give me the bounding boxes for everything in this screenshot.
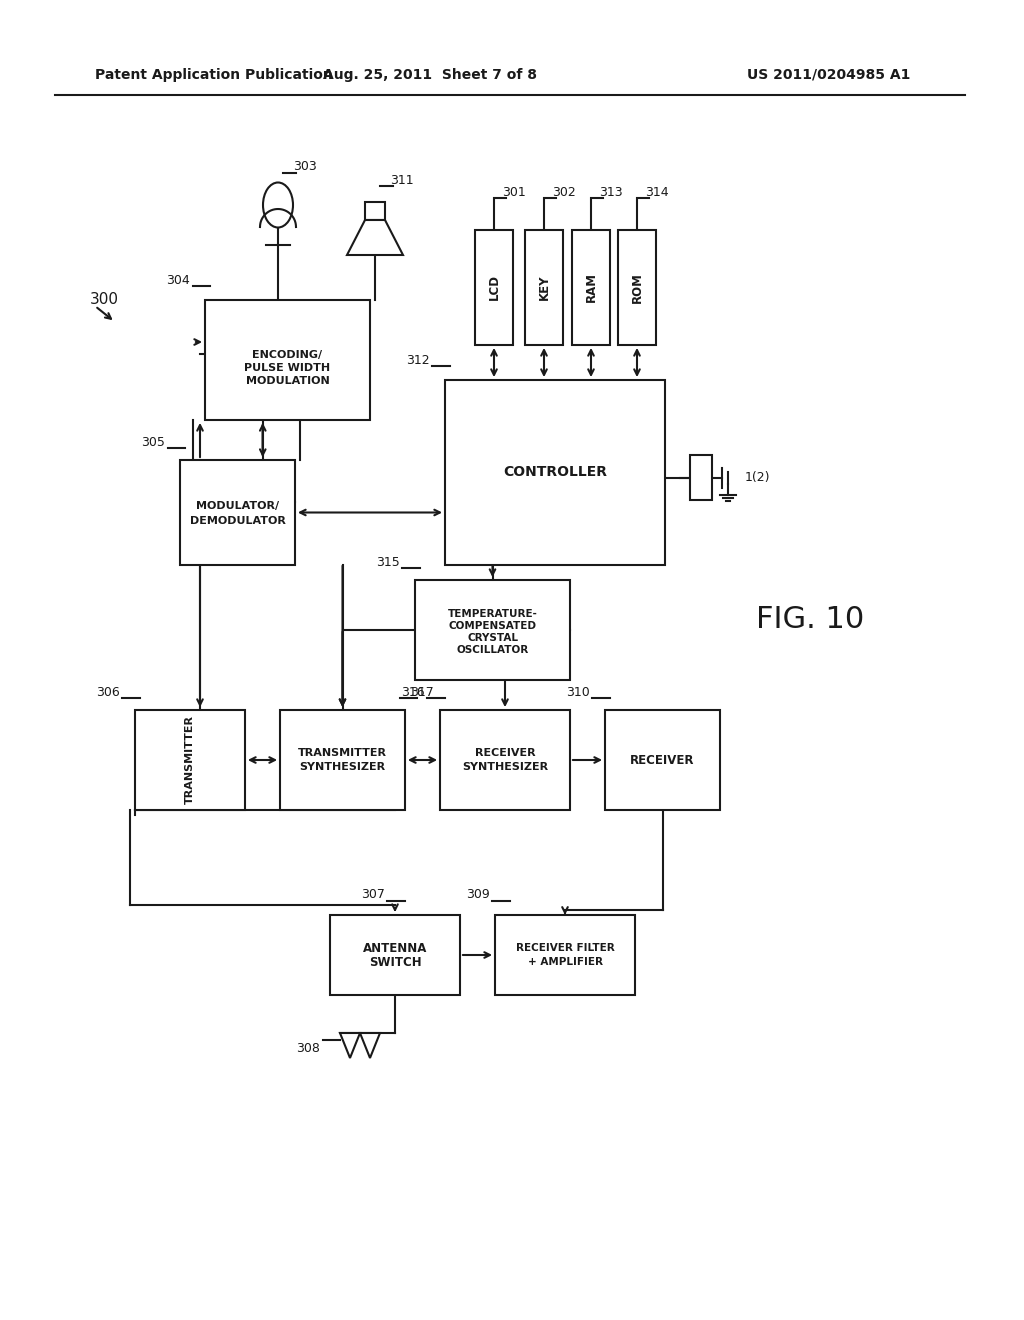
Text: SYNTHESIZER: SYNTHESIZER bbox=[462, 762, 548, 772]
Text: COMPENSATED: COMPENSATED bbox=[449, 620, 537, 631]
Text: ROM: ROM bbox=[631, 272, 643, 302]
Text: SWITCH: SWITCH bbox=[369, 956, 421, 969]
Text: 312: 312 bbox=[407, 354, 430, 367]
Text: ENCODING/: ENCODING/ bbox=[253, 350, 323, 360]
Bar bbox=[135, 710, 245, 810]
Text: PULSE WIDTH: PULSE WIDTH bbox=[245, 363, 331, 374]
Text: 313: 313 bbox=[599, 186, 623, 198]
Text: 311: 311 bbox=[390, 173, 414, 186]
Text: RECEIVER FILTER: RECEIVER FILTER bbox=[516, 942, 614, 953]
Polygon shape bbox=[360, 1034, 380, 1059]
Text: US 2011/0204985 A1: US 2011/0204985 A1 bbox=[746, 69, 910, 82]
Text: 300: 300 bbox=[90, 293, 119, 308]
Bar bbox=[572, 230, 610, 345]
Text: 309: 309 bbox=[466, 888, 490, 902]
Text: 1(2): 1(2) bbox=[745, 471, 770, 484]
Bar bbox=[330, 915, 460, 995]
Bar bbox=[205, 300, 370, 420]
Text: 305: 305 bbox=[141, 436, 165, 449]
Text: LCD: LCD bbox=[487, 275, 501, 301]
Bar bbox=[365, 202, 385, 220]
Text: DEMODULATOR: DEMODULATOR bbox=[189, 516, 286, 525]
Bar bbox=[445, 380, 665, 565]
Text: ANTENNA: ANTENNA bbox=[362, 941, 427, 954]
Text: TEMPERATURE-: TEMPERATURE- bbox=[447, 609, 538, 619]
Bar bbox=[495, 915, 635, 995]
Text: 317: 317 bbox=[410, 685, 434, 698]
Text: + AMPLIFIER: + AMPLIFIER bbox=[527, 957, 602, 968]
Text: 314: 314 bbox=[645, 186, 669, 198]
Text: MODULATION: MODULATION bbox=[246, 376, 330, 385]
Bar bbox=[280, 710, 406, 810]
Bar bbox=[475, 230, 513, 345]
Text: MODULATOR/: MODULATOR/ bbox=[196, 502, 280, 511]
Text: 301: 301 bbox=[502, 186, 525, 198]
Bar bbox=[690, 455, 712, 500]
Ellipse shape bbox=[263, 182, 293, 227]
Text: SYNTHESIZER: SYNTHESIZER bbox=[299, 762, 386, 772]
Text: 303: 303 bbox=[293, 161, 316, 173]
Polygon shape bbox=[347, 220, 403, 255]
Text: RAM: RAM bbox=[585, 272, 597, 302]
Text: Patent Application Publication: Patent Application Publication bbox=[95, 69, 333, 82]
Text: RECEIVER: RECEIVER bbox=[475, 748, 536, 758]
Bar bbox=[415, 579, 570, 680]
Text: CRYSTAL: CRYSTAL bbox=[467, 634, 518, 643]
Polygon shape bbox=[340, 1034, 360, 1059]
Text: FIG. 10: FIG. 10 bbox=[756, 606, 864, 635]
Text: 306: 306 bbox=[96, 685, 120, 698]
Text: 310: 310 bbox=[566, 685, 590, 698]
Text: CONTROLLER: CONTROLLER bbox=[503, 466, 607, 479]
Bar bbox=[605, 710, 720, 810]
Text: 308: 308 bbox=[296, 1041, 319, 1055]
Text: 316: 316 bbox=[401, 685, 425, 698]
Text: KEY: KEY bbox=[538, 275, 551, 300]
Text: TRANSMITTER: TRANSMITTER bbox=[185, 715, 195, 804]
Text: OSCILLATOR: OSCILLATOR bbox=[457, 645, 528, 655]
Text: TRANSMITTER: TRANSMITTER bbox=[298, 748, 387, 758]
Bar bbox=[618, 230, 656, 345]
Text: 315: 315 bbox=[376, 556, 400, 569]
Text: 307: 307 bbox=[361, 888, 385, 902]
Bar bbox=[180, 459, 295, 565]
Text: 302: 302 bbox=[552, 186, 575, 198]
Bar bbox=[525, 230, 563, 345]
Bar bbox=[440, 710, 570, 810]
Text: 304: 304 bbox=[166, 273, 190, 286]
Text: Aug. 25, 2011  Sheet 7 of 8: Aug. 25, 2011 Sheet 7 of 8 bbox=[323, 69, 537, 82]
Text: RECEIVER: RECEIVER bbox=[630, 754, 694, 767]
